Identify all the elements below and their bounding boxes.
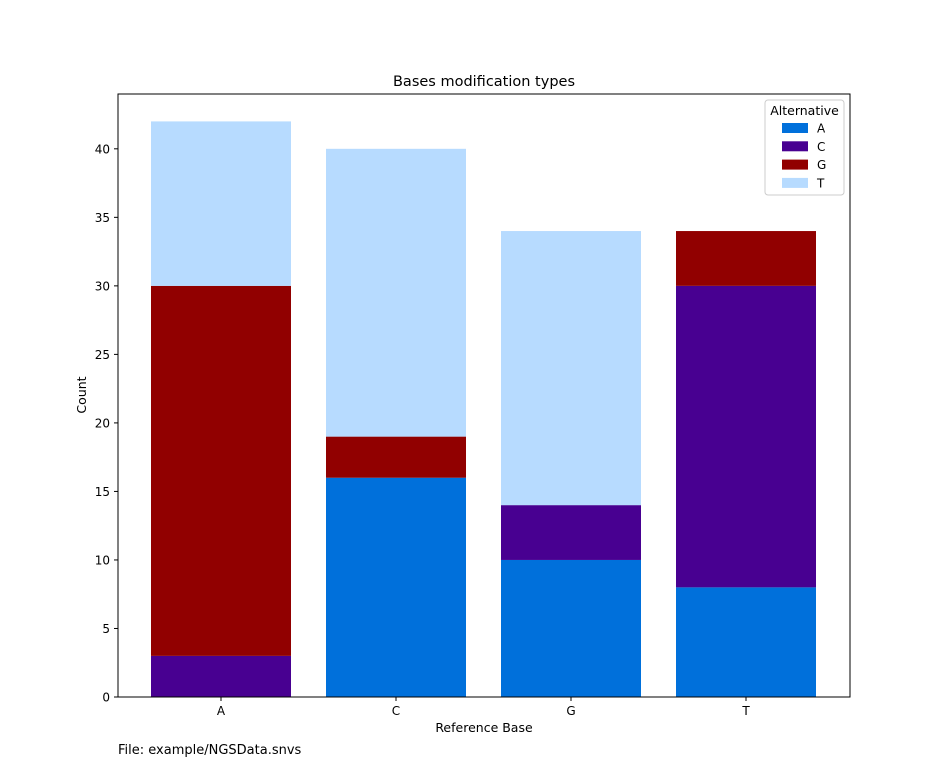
bar-c-to-a <box>326 477 466 697</box>
bar-g-to-c <box>501 505 641 560</box>
x-tick-label-t: T <box>741 704 750 718</box>
legend-label-t: T <box>816 176 825 190</box>
y-tick-label: 20 <box>95 416 110 430</box>
bar-t-to-c <box>676 285 816 588</box>
bar-a-to-c <box>151 655 291 697</box>
legend-label-c: C <box>817 140 825 154</box>
x-tick-label-a: A <box>217 704 226 718</box>
plot-frame <box>117 93 851 698</box>
bar-a-to-t <box>151 121 291 286</box>
bar-c-to-t <box>326 148 466 437</box>
chart-title: Bases modification types <box>393 74 575 90</box>
x-tick-label-c: C <box>392 704 400 718</box>
x-tick-label-g: G <box>566 704 575 718</box>
x-axis-label: Reference Base <box>435 720 533 735</box>
legend-swatch-c <box>782 141 808 152</box>
y-tick-label: 5 <box>102 622 110 636</box>
y-tick-label: 35 <box>95 211 110 225</box>
y-tick-label: 15 <box>95 485 110 499</box>
y-tick-label: 25 <box>95 348 110 362</box>
bar-g-to-t <box>501 231 641 506</box>
bar-t-to-g <box>676 231 816 286</box>
legend-label-a: A <box>817 122 826 136</box>
bar-t-to-a <box>676 587 816 697</box>
bar-g-to-a <box>501 559 641 697</box>
legend-swatch-a <box>782 123 808 133</box>
bar-a-to-g <box>151 285 291 656</box>
legend-swatch-g <box>782 159 808 170</box>
legend-swatch-t <box>782 177 808 188</box>
y-tick-label: 40 <box>95 142 110 156</box>
y-axis-label: Count <box>74 376 89 413</box>
file-caption: File: example/NGSData.snvs <box>118 743 302 758</box>
bars-layer <box>151 121 816 697</box>
legend-label-g: G <box>817 158 826 172</box>
y-axis: 0 5 10 15 20 25 30 35 40 <box>95 142 118 705</box>
legend-title: Alternative <box>770 103 839 118</box>
y-tick-label: 0 <box>102 691 110 705</box>
y-tick-label: 30 <box>95 279 110 293</box>
bar-c-to-g <box>326 436 466 478</box>
y-tick-label: 10 <box>95 553 110 567</box>
